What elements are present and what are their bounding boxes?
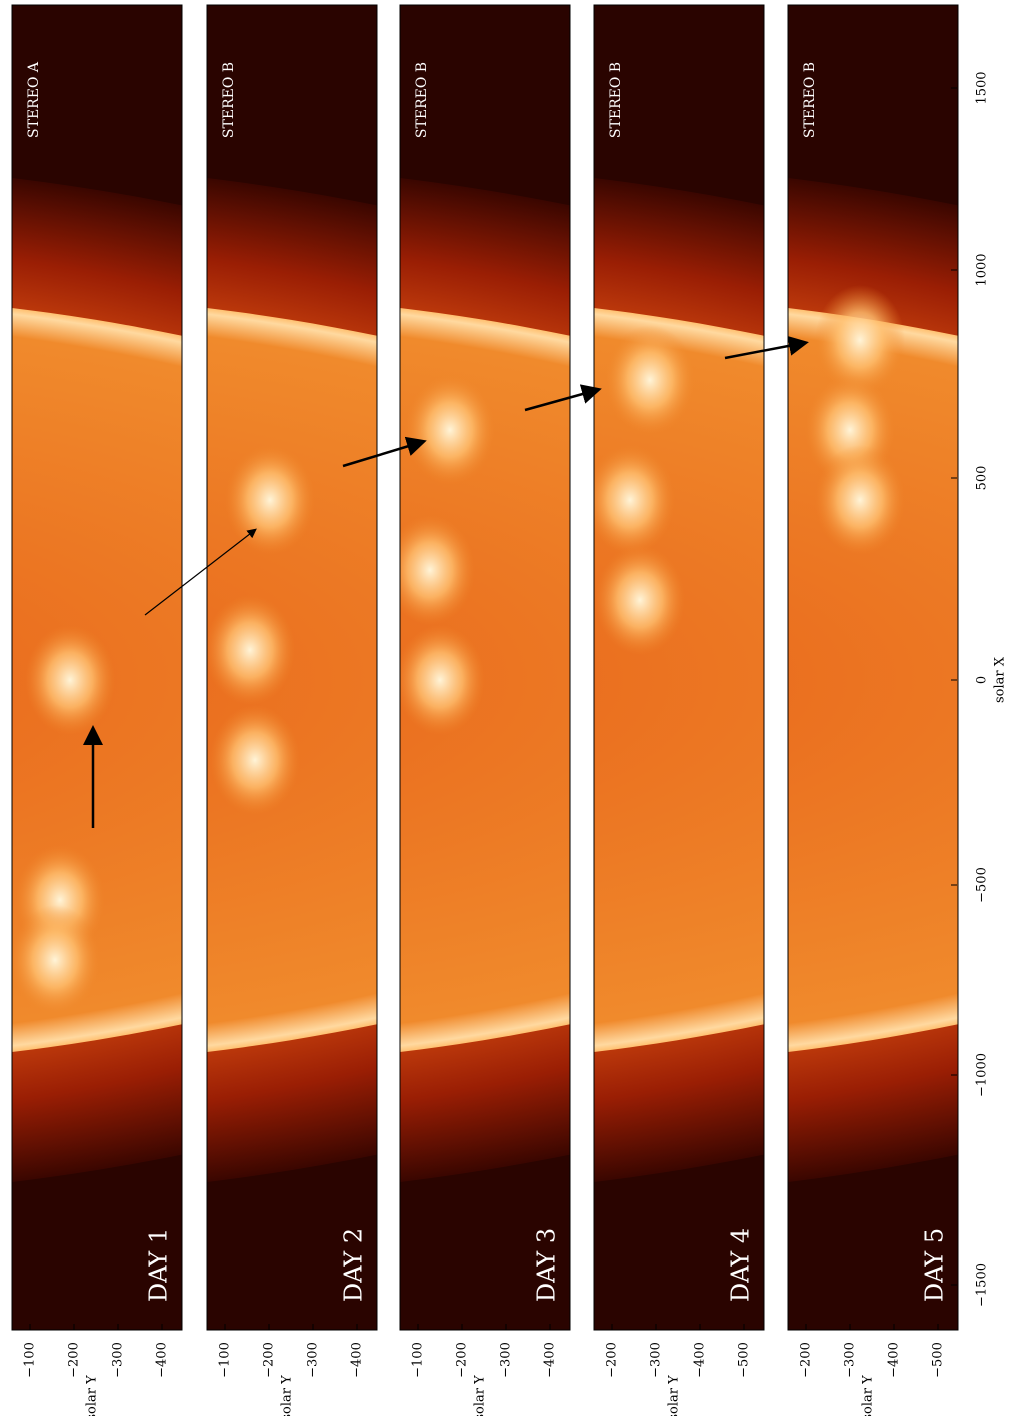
y-axis-label: solar Y xyxy=(861,1375,876,1416)
y-tick-label: −200 xyxy=(455,1342,470,1378)
arrow xyxy=(144,528,257,616)
y-tick-label: −300 xyxy=(843,1342,858,1378)
y-tick-label: −400 xyxy=(693,1342,708,1378)
y-tick-label: −500 xyxy=(737,1342,752,1378)
active-region xyxy=(405,375,495,485)
active-region xyxy=(594,445,675,555)
y-tick-label: −400 xyxy=(887,1342,902,1378)
active-region xyxy=(400,625,485,735)
x-tick-label: 0 xyxy=(975,676,990,684)
panel xyxy=(788,5,958,1330)
x-tick-label: −500 xyxy=(975,867,990,903)
active-region xyxy=(815,285,905,395)
y-tick-label: −200 xyxy=(799,1342,814,1378)
y-tick-label: −100 xyxy=(23,1342,38,1378)
active-region xyxy=(605,325,695,435)
day-label: DAY 2 xyxy=(340,1228,368,1302)
day-label: DAY 5 xyxy=(921,1228,949,1302)
y-tick-label: −500 xyxy=(931,1342,946,1378)
arrows xyxy=(83,335,809,828)
active-region xyxy=(12,905,100,1015)
day-label: DAY 3 xyxy=(533,1228,561,1302)
x-tick-label: 500 xyxy=(975,466,990,491)
panel-frame xyxy=(787,4,959,1331)
x-axis-label: solar X xyxy=(993,656,1008,703)
instrument-label: STEREO B xyxy=(608,62,624,138)
panel xyxy=(207,5,377,1330)
x-tick-label: −1500 xyxy=(975,1263,990,1307)
y-tick-label: −300 xyxy=(111,1342,126,1378)
arrow xyxy=(724,335,809,360)
panel xyxy=(400,5,570,1330)
y-axis-label: solar Y xyxy=(85,1375,100,1416)
y-axis-label: solar Y xyxy=(473,1375,488,1416)
day-label: DAY 1 xyxy=(145,1228,173,1302)
y-tick-label: −300 xyxy=(306,1342,321,1378)
y-tick-label: −100 xyxy=(411,1342,426,1378)
instrument-label: STEREO A xyxy=(26,61,42,138)
active-region xyxy=(210,705,300,815)
instrument-label: STEREO B xyxy=(221,62,237,138)
panel-frame xyxy=(206,4,378,1331)
panel-frame xyxy=(11,4,183,1331)
y-tick-label: −400 xyxy=(543,1342,558,1378)
x-tick-label: 1500 xyxy=(975,71,990,104)
panel xyxy=(594,5,764,1330)
day-label: DAY 4 xyxy=(727,1228,755,1302)
y-tick-label: −400 xyxy=(155,1342,170,1378)
panel-frame xyxy=(399,4,571,1331)
active-region xyxy=(595,545,685,655)
y-tick-label: −300 xyxy=(649,1342,664,1378)
y-axis-label: solar Y xyxy=(280,1375,295,1416)
active-region xyxy=(25,625,115,735)
x-tick-label: 1000 xyxy=(975,253,990,286)
y-tick-label: −300 xyxy=(499,1342,514,1378)
instrument-label: STEREO B xyxy=(802,62,818,138)
y-tick-label: −400 xyxy=(350,1342,365,1378)
active-region xyxy=(207,595,295,705)
x-tick-label: −1000 xyxy=(975,1053,990,1097)
active-region xyxy=(400,515,475,625)
instrument-label: STEREO B xyxy=(414,62,430,138)
y-tick-label: −200 xyxy=(262,1342,277,1378)
y-tick-label: −200 xyxy=(605,1342,620,1378)
y-tick-label: −100 xyxy=(218,1342,233,1378)
active-region xyxy=(815,445,905,555)
y-axis-label: solar Y xyxy=(667,1375,682,1416)
y-tick-label: −200 xyxy=(67,1342,82,1378)
axes: −100 −200 −300 −400 solar Y −100 −200 −300 −400 s… xyxy=(23,71,1008,1416)
panel-frame xyxy=(593,4,765,1331)
active-region xyxy=(225,445,315,555)
arrow xyxy=(342,436,427,468)
arrow xyxy=(524,384,602,412)
panel xyxy=(12,5,182,1330)
panels: DAY 1 STEREO A DAY 2 STEREO B DAY 3 STEREO B D… xyxy=(11,4,959,1331)
